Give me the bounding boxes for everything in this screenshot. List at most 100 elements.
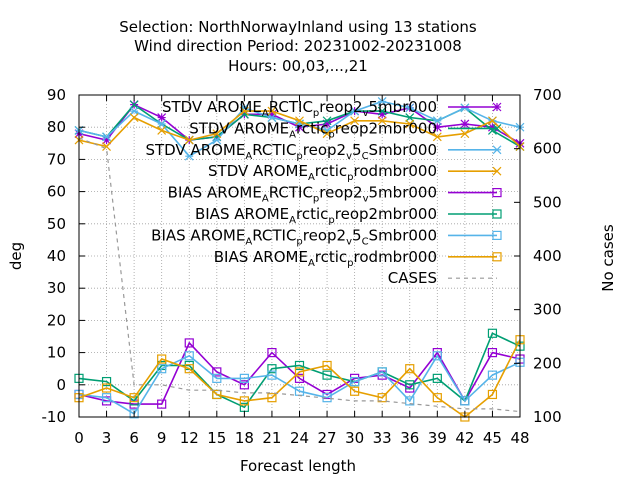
y-tick-label: 50 bbox=[47, 215, 66, 233]
series-7 bbox=[74, 351, 525, 419]
legend-entry: BIAS AROMEArcticprodmbr000 bbox=[214, 248, 502, 269]
data-point bbox=[267, 393, 277, 403]
legend-marker bbox=[492, 230, 502, 240]
data-point bbox=[405, 364, 415, 374]
data-point bbox=[488, 122, 497, 132]
data-point bbox=[239, 373, 249, 383]
x-tick-label: 3 bbox=[102, 429, 112, 447]
legend-entry: STDV AROMEARCTICpreop2v5CSmbr000 bbox=[145, 141, 502, 162]
data-point bbox=[239, 380, 249, 390]
data-point bbox=[184, 351, 194, 361]
y-axis: -10 0 10 20 30 40 50 60 70 80 90 bbox=[42, 86, 85, 426]
data-point bbox=[129, 100, 139, 110]
legend-marker bbox=[492, 123, 502, 133]
legend-marker bbox=[492, 252, 502, 262]
x-tick-label: 39 bbox=[428, 429, 447, 447]
data-point bbox=[184, 364, 194, 374]
y2-axis-label: No cases bbox=[599, 224, 617, 292]
data-point bbox=[487, 370, 498, 380]
x-tick-label: 21 bbox=[262, 429, 281, 447]
data-point bbox=[102, 142, 111, 151]
data-point bbox=[129, 113, 139, 122]
y-tick-label: 10 bbox=[47, 344, 66, 362]
data-point bbox=[157, 364, 167, 374]
data-point bbox=[239, 106, 249, 116]
data-point bbox=[488, 116, 497, 126]
data-point bbox=[377, 367, 387, 377]
x-tick-label: 12 bbox=[180, 429, 199, 447]
data-point bbox=[350, 386, 360, 396]
legend-label: STDV AROMEArcticprodmbr000 bbox=[208, 162, 437, 183]
data-point bbox=[460, 129, 470, 139]
title-line-1: Selection: NorthNorwayInland using 13 st… bbox=[119, 18, 477, 36]
y-tick-label: 20 bbox=[47, 311, 66, 329]
y2-tick-label: 600 bbox=[533, 140, 562, 158]
data-point bbox=[212, 135, 222, 145]
legend-entry: STDV AROMEARCTICpreop2v5mbr000 bbox=[162, 98, 502, 119]
data-point bbox=[432, 122, 442, 132]
chart-title: Selection: NorthNorwayInland using 13 st… bbox=[119, 18, 477, 75]
x-tick-label: 9 bbox=[157, 429, 167, 447]
y-tick-label: 0 bbox=[56, 376, 66, 394]
data-point bbox=[267, 109, 277, 119]
data-point bbox=[267, 113, 277, 122]
data-point bbox=[405, 119, 415, 129]
legend-label: BIAS AROMEARCTICpreop2v5CSmbr000 bbox=[151, 226, 437, 247]
data-point bbox=[184, 338, 194, 348]
x-axis-label: Forecast length bbox=[240, 457, 356, 475]
y-tick-label: 30 bbox=[47, 279, 66, 297]
x-tick-label: 48 bbox=[510, 429, 529, 447]
data-point bbox=[350, 376, 360, 387]
data-point bbox=[322, 360, 332, 371]
data-point bbox=[267, 348, 277, 358]
legend-entry: STDV AROMEArcticprodmbr000 bbox=[208, 162, 502, 183]
legend: STDV AROMEARCTICpreop2v5mbr000 STDV AROME… bbox=[145, 98, 502, 287]
data-point bbox=[267, 364, 277, 374]
title-line-2: Wind direction Period: 20231002-20231008 bbox=[134, 37, 462, 55]
data-point bbox=[432, 393, 442, 403]
x-tick-label: 45 bbox=[483, 429, 502, 447]
data-point bbox=[350, 116, 360, 126]
data-point bbox=[239, 396, 249, 406]
x-tick-label: 15 bbox=[207, 429, 226, 447]
data-point bbox=[432, 116, 442, 126]
data-point bbox=[487, 389, 498, 400]
y-tick-label: 60 bbox=[47, 183, 66, 201]
data-point bbox=[432, 373, 442, 383]
data-point bbox=[157, 125, 167, 135]
x-tick-label: 27 bbox=[318, 429, 337, 447]
data-point bbox=[101, 376, 112, 387]
data-point bbox=[294, 360, 305, 371]
data-point bbox=[405, 113, 415, 122]
series-4 bbox=[74, 106, 525, 151]
data-point bbox=[460, 119, 470, 129]
y2-axis: 100 200 300 400 500 600 700 bbox=[514, 86, 562, 426]
data-point bbox=[377, 97, 387, 106]
series-line bbox=[78, 341, 521, 405]
data-point bbox=[212, 367, 222, 377]
data-point bbox=[212, 129, 222, 139]
data-point bbox=[460, 396, 470, 406]
data-point bbox=[129, 106, 139, 116]
data-point bbox=[129, 393, 139, 403]
y2-tick-label: 300 bbox=[533, 301, 562, 319]
data-point bbox=[322, 129, 332, 139]
data-point bbox=[405, 103, 415, 113]
y-tick-label: 90 bbox=[47, 86, 66, 104]
y2-tick-label: 200 bbox=[533, 354, 562, 372]
series-line bbox=[78, 339, 521, 419]
legend-label: BIAS AROMEArcticpreop2mbr000 bbox=[195, 205, 437, 226]
legend-entry: BIAS AROMEARCTICpreop2v5CSmbr000 bbox=[151, 226, 502, 247]
legend-marker bbox=[492, 188, 502, 198]
data-point bbox=[101, 393, 112, 403]
series-5 bbox=[74, 338, 525, 409]
legend-label: CASES bbox=[388, 269, 437, 287]
series-line bbox=[78, 354, 521, 415]
x-tick-label: 18 bbox=[235, 429, 254, 447]
data-point bbox=[322, 370, 332, 380]
x-tick-label: 24 bbox=[290, 429, 309, 447]
data-point bbox=[432, 132, 442, 142]
legend-entry: CASES bbox=[388, 269, 497, 287]
y-tick-label: 70 bbox=[47, 150, 66, 168]
